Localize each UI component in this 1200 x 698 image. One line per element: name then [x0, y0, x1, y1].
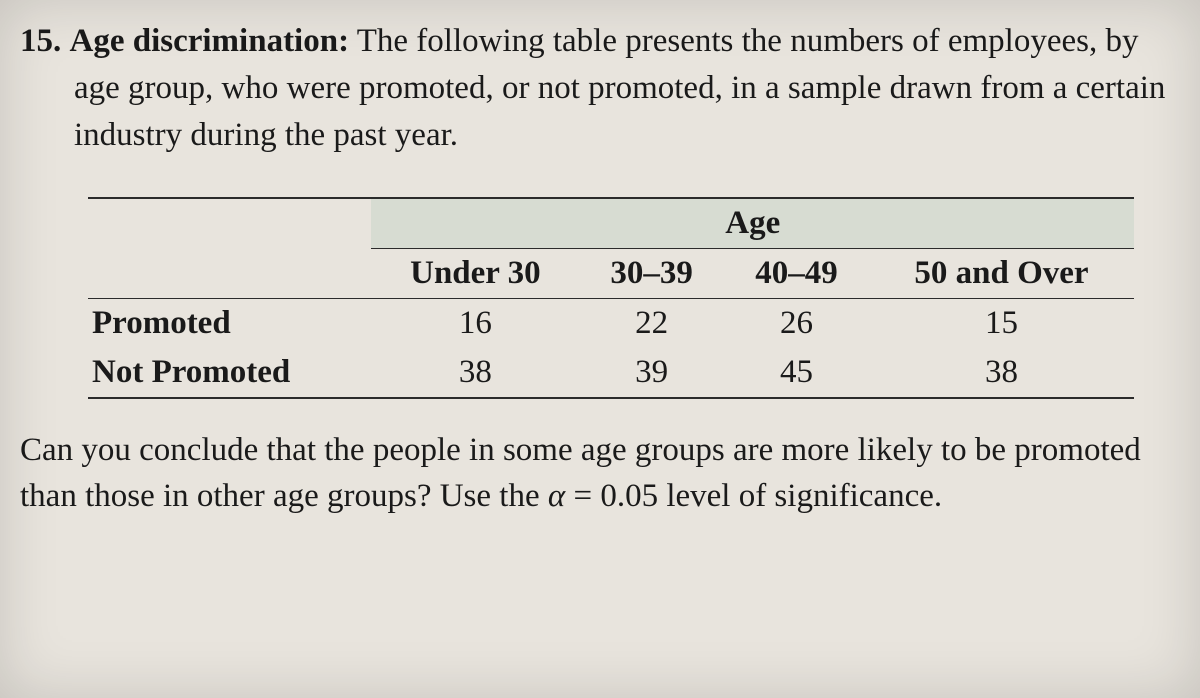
table-rowheader-blank: [88, 248, 371, 298]
followup-question: Can you conclude that the people in some…: [20, 427, 1188, 521]
followup-after: level of significance.: [658, 478, 942, 514]
question-number: 15.: [20, 23, 61, 59]
table-col-50over: 50 and Over: [869, 248, 1134, 298]
cell: 16: [371, 298, 579, 348]
cell: 45: [724, 348, 869, 398]
cell: 15: [869, 298, 1134, 348]
cell: 26: [724, 298, 869, 348]
cell: 38: [869, 348, 1134, 398]
cell: 38: [371, 348, 579, 398]
table-corner-blank: [88, 198, 371, 249]
table-row: Promoted 16 22 26 15: [88, 298, 1134, 348]
equals-sign: =: [565, 478, 600, 514]
cell: 39: [579, 348, 724, 398]
table-col-under30: Under 30: [371, 248, 579, 298]
row-label-promoted: Promoted: [88, 298, 371, 348]
question-title: Age discrimination:: [70, 23, 350, 59]
data-table-wrapper: Age Under 30 30–39 40–49 50 and Over Pro…: [88, 197, 1134, 399]
alpha-symbol: α: [548, 478, 565, 514]
alpha-value: 0.05: [600, 478, 658, 514]
table-age-span-header: Age: [371, 198, 1134, 249]
table-col-40-49: 40–49: [724, 248, 869, 298]
table-col-30-39: 30–39: [579, 248, 724, 298]
problem-statement: 15. Age discrimination: The following ta…: [20, 18, 1188, 159]
age-promotion-table: Age Under 30 30–39 40–49 50 and Over Pro…: [88, 197, 1134, 399]
table-row: Not Promoted 38 39 45 38: [88, 348, 1134, 398]
row-label-notpromoted: Not Promoted: [88, 348, 371, 398]
cell: 22: [579, 298, 724, 348]
